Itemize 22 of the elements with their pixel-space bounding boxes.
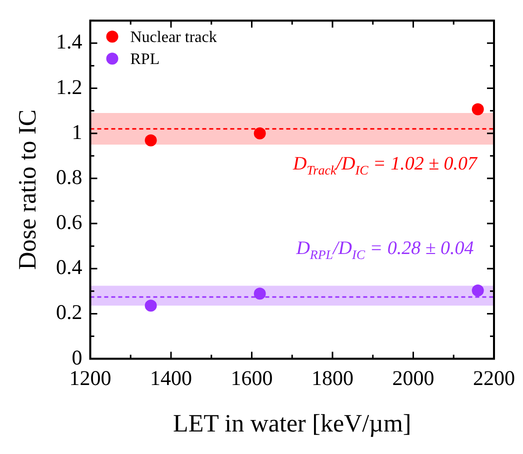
x-tick-label: 1400 [150,366,192,390]
y-tick-label: 1 [72,120,82,144]
y-tick-label: 1.4 [56,30,83,54]
y-tick-label: 0.6 [56,210,82,234]
point [144,134,157,146]
y-tick-label: 0.2 [56,300,82,324]
y-tick-label: 0.4 [56,255,83,280]
y-axis-title: Dose ratio to IC [14,110,42,270]
point [254,127,266,140]
x-tick-label: 1800 [312,366,354,390]
point [254,288,266,300]
x-axis-title: LET in water [keV/µm] [173,410,412,438]
x-tick-label: 2200 [473,366,515,390]
x-tick-label: 2000 [392,366,434,390]
legend-label: Nuclear track [130,28,217,46]
point [472,284,484,296]
y-tick-label: 0.8 [56,164,82,189]
point [472,103,484,116]
y-tick-label: 1.2 [56,74,82,99]
point [144,300,157,312]
legend-label: RPL [130,50,160,68]
x-tick-label: 1600 [230,366,273,390]
